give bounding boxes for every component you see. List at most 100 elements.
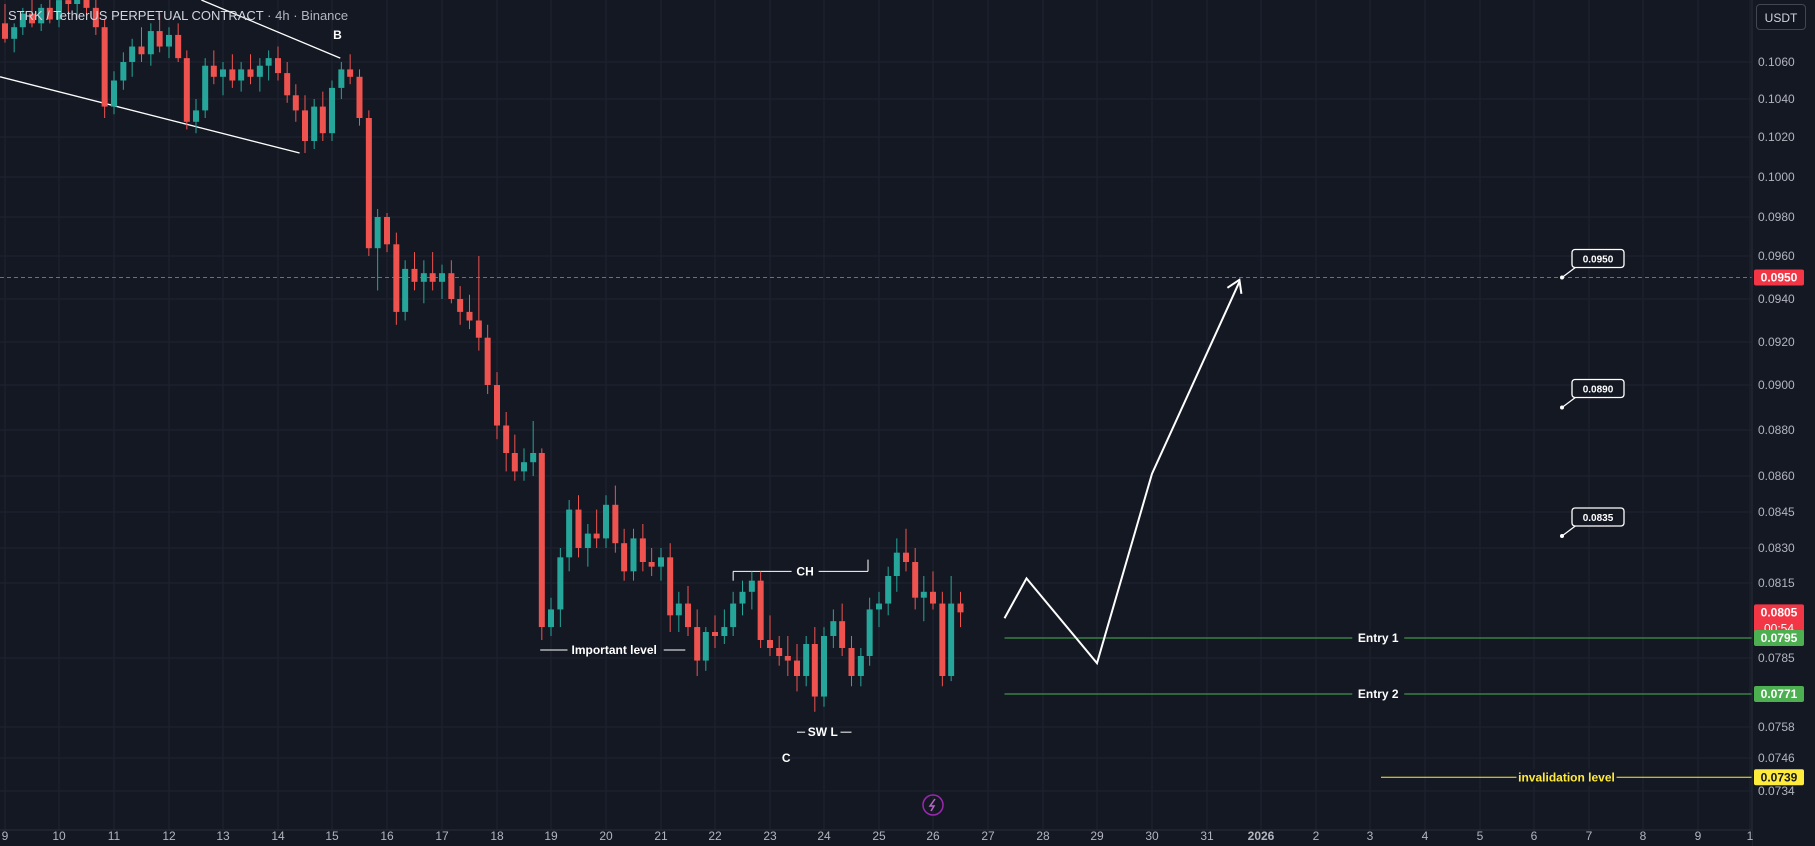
price-label-text: 0.0795 <box>1761 631 1798 645</box>
time-tick-label: 8 <box>1640 829 1647 843</box>
candle-body <box>675 603 682 616</box>
price-tick-label: 0.0980 <box>1758 210 1795 224</box>
time-tick-label: 13 <box>216 829 230 843</box>
candle-body <box>584 533 591 548</box>
interval-label: 4h <box>275 8 290 23</box>
price-label-box <box>1754 269 1804 286</box>
candle-body <box>166 34 172 47</box>
candle-body <box>876 603 882 610</box>
time-tick-label: 31 <box>1200 829 1214 843</box>
price-tick-label: 0.0960 <box>1758 249 1795 263</box>
time-tick-label: 1 <box>1747 829 1754 843</box>
price-axis-bg <box>1752 0 1815 846</box>
candle-body <box>384 217 390 245</box>
candle-body <box>948 603 955 676</box>
chart-title: STRK / TetherUS PERPETUAL CONTRACT · 4h … <box>8 8 348 23</box>
candle-body <box>38 7 45 24</box>
candle-body <box>939 603 946 676</box>
entry1-label-bg <box>1352 630 1405 646</box>
candle-body <box>74 0 81 4</box>
candle-body <box>402 268 409 312</box>
price-tick-label: 0.0815 <box>1758 576 1795 590</box>
time-axis[interactable]: 9 10 11 12 13 14 15 16 17 18 19 20 21 22 23 24 25 26 27 28 2… <box>0 829 1754 846</box>
candle-body <box>101 27 108 107</box>
trendline-lower <box>0 76 300 154</box>
time-tick-label: 18 <box>490 829 504 843</box>
candle-body <box>365 118 372 249</box>
candle-body <box>120 62 127 81</box>
candle-body <box>784 656 791 661</box>
candle-body <box>848 648 855 676</box>
candle-body <box>356 76 363 118</box>
time-tick-label: 15 <box>325 829 339 843</box>
time-tick-label: 4 <box>1422 829 1429 843</box>
target-callout-box <box>1571 378 1625 399</box>
candle-body <box>439 273 445 282</box>
currency-button[interactable]: USDT <box>1756 4 1806 30</box>
candle-body <box>821 636 827 697</box>
candle-body <box>885 576 892 604</box>
candle-body <box>648 562 655 567</box>
candle-body <box>466 311 473 321</box>
price-tick-label: 0.1060 <box>1758 55 1795 69</box>
time-tick-label: 28 <box>1036 829 1050 843</box>
price-tick-label: 0.0785 <box>1758 651 1795 665</box>
candle-body <box>575 509 582 548</box>
invalidation-label: invalidation level <box>1518 770 1615 784</box>
target-callout-text: 0.0835 <box>1583 513 1614 524</box>
entry2-label: Entry 2 <box>1358 687 1399 701</box>
candle-body <box>930 591 936 604</box>
time-tick-label: 29 <box>1090 829 1104 843</box>
ch-label: CH <box>796 564 813 578</box>
candle-body <box>65 0 72 4</box>
time-tick-label: 16 <box>380 829 394 843</box>
callout-dot <box>1560 534 1564 538</box>
price-axis[interactable]: 0.1060 0.1040 0.1020 0.1000 0.0980 0.0960 0.09… <box>1751 0 1815 846</box>
candle-body <box>393 244 400 312</box>
candle-body <box>557 557 564 610</box>
overlay-layer: 0.0950 0.0890 0.0835 <box>922 248 1625 816</box>
price-label-box <box>1754 604 1804 639</box>
candle-body <box>284 73 291 96</box>
candle-body <box>347 69 354 77</box>
candle-body <box>83 0 90 8</box>
candle-body <box>639 538 646 562</box>
label-b: B <box>333 28 342 42</box>
candle-body <box>593 533 600 539</box>
candle-body <box>730 603 737 628</box>
price-tick-label: 0.1040 <box>1758 92 1795 106</box>
price-tick-label: 0.0920 <box>1758 335 1795 349</box>
candle-body <box>621 543 628 572</box>
price-label-box <box>1754 769 1804 786</box>
time-tick-label: 23 <box>763 829 777 843</box>
candle-body <box>721 627 728 636</box>
price-tick-label: 0.0880 <box>1758 423 1795 437</box>
candle-body <box>521 462 527 472</box>
candle-body <box>302 110 308 141</box>
candle-body <box>229 69 236 81</box>
candle-body <box>803 644 810 676</box>
price-tick-label: 0.0900 <box>1758 378 1795 392</box>
candle-body <box>457 299 464 312</box>
candle-body <box>220 69 226 77</box>
candle-body <box>319 106 326 134</box>
candle-body <box>411 268 418 282</box>
candles-layer <box>2 0 964 712</box>
entry2-label-bg <box>1352 686 1405 702</box>
candle-body <box>475 320 482 338</box>
candle-body <box>658 557 664 567</box>
projection-arrowhead <box>1226 278 1243 294</box>
candle-body <box>538 453 545 628</box>
time-tick-label: 25 <box>872 829 886 843</box>
invalidation-label-bg <box>1516 769 1617 786</box>
candle-body <box>210 65 217 77</box>
trendline-upper <box>201 0 341 59</box>
title-separator-1: · <box>267 8 272 23</box>
candle-body <box>712 632 718 636</box>
candle-body <box>630 538 637 572</box>
candle-body <box>275 58 281 74</box>
candle-body <box>111 80 117 107</box>
candle-body <box>685 603 691 628</box>
